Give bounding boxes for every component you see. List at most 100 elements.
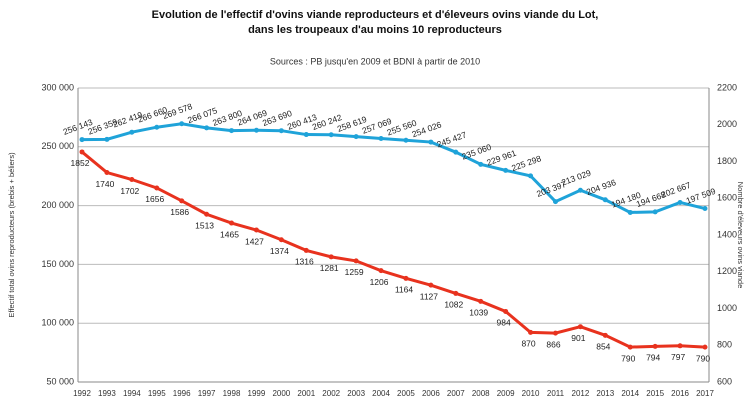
x-tick-label: 2003 xyxy=(347,389,365,398)
value-label: 790 xyxy=(696,353,710,363)
point xyxy=(328,132,334,138)
point xyxy=(602,197,608,203)
x-tick-label: 2004 xyxy=(372,389,390,398)
point xyxy=(79,149,85,155)
value-label: 870 xyxy=(521,339,535,349)
chart-subtitle: dans les troupeaux d'au moins 10 reprodu… xyxy=(248,24,502,36)
x-tick-label: 1993 xyxy=(98,389,116,398)
point xyxy=(104,136,110,142)
value-label: 1702 xyxy=(120,186,139,196)
value-label: 1427 xyxy=(245,236,264,246)
x-tick-label: 1996 xyxy=(173,389,191,398)
x-tick-label: 2014 xyxy=(621,389,639,398)
value-label: 1206 xyxy=(370,277,389,287)
point xyxy=(204,211,210,217)
point xyxy=(403,137,409,143)
x-tick-label: 2007 xyxy=(447,389,465,398)
value-label: 797 xyxy=(671,352,685,362)
y-tick-label: 200 000 xyxy=(41,200,74,210)
x-tick-label: 1997 xyxy=(198,389,216,398)
value-label: 213 029 xyxy=(560,168,593,188)
x-tick-label: 2010 xyxy=(522,389,540,398)
x-tick-label: 2017 xyxy=(696,389,714,398)
point xyxy=(353,134,359,140)
value-label: 854 xyxy=(596,342,610,352)
point xyxy=(154,124,160,130)
x-tick-label: 2001 xyxy=(297,389,315,398)
value-label: 866 xyxy=(546,339,560,349)
x-tick-label: 2015 xyxy=(646,389,664,398)
y2-axis-label: Nombre d'éleveurs ovins viande xyxy=(736,182,745,289)
value-label: 1656 xyxy=(145,194,164,204)
point xyxy=(253,127,259,133)
x-tick-label: 2006 xyxy=(422,389,440,398)
point xyxy=(577,187,583,193)
x-tick-label: 2013 xyxy=(596,389,614,398)
value-label: 1281 xyxy=(320,263,339,273)
y2-tick-label: 1000 xyxy=(717,303,737,313)
x-tick-label: 2000 xyxy=(272,389,290,398)
point xyxy=(229,220,235,226)
value-label: 1586 xyxy=(170,207,189,217)
point xyxy=(104,170,110,176)
value-label: 204 936 xyxy=(585,177,618,197)
x-tick-label: 2011 xyxy=(547,389,565,398)
chart-title: Evolution de l'effectif d'ovins viande r… xyxy=(152,9,599,21)
x-tick-label: 1994 xyxy=(123,389,141,398)
y-tick-label: 100 000 xyxy=(41,318,74,328)
value-label: 901 xyxy=(571,333,585,343)
value-label: 790 xyxy=(621,353,635,363)
point xyxy=(577,324,583,330)
value-label: 1316 xyxy=(295,257,314,267)
point xyxy=(303,247,309,253)
value-label: 1164 xyxy=(395,285,414,295)
point xyxy=(278,128,284,134)
point xyxy=(478,161,484,167)
value-label: 984 xyxy=(497,318,511,328)
point xyxy=(602,332,608,338)
x-tick-label: 1999 xyxy=(248,389,266,398)
point xyxy=(453,290,459,296)
value-label: 1852 xyxy=(71,158,90,168)
point xyxy=(154,185,160,191)
source: Sources : PB jusqu'en 2009 et BDNI à par… xyxy=(270,56,480,66)
y-tick-label: 150 000 xyxy=(41,259,74,269)
y2-tick-label: 1400 xyxy=(717,229,737,239)
y2-tick-label: 1600 xyxy=(717,193,737,203)
y2-tick-label: 1200 xyxy=(717,266,737,276)
point xyxy=(702,344,708,350)
value-label: 1039 xyxy=(469,308,488,318)
point xyxy=(428,139,434,145)
value-label: 1513 xyxy=(195,220,214,230)
x-tick-label: 2009 xyxy=(497,389,515,398)
value-label: 1465 xyxy=(220,229,239,239)
point xyxy=(677,199,683,205)
value-label: 794 xyxy=(646,353,660,363)
point xyxy=(552,199,558,205)
point xyxy=(652,209,658,215)
x-tick-label: 1992 xyxy=(73,389,91,398)
value-label: 1082 xyxy=(444,300,463,310)
point xyxy=(353,258,359,264)
point xyxy=(129,177,135,183)
point xyxy=(552,330,558,336)
x-tick-label: 2002 xyxy=(322,389,340,398)
point xyxy=(303,132,309,138)
y-axis-label: Effectif total ovins reproducteurs (breb… xyxy=(7,152,16,318)
point xyxy=(403,275,409,281)
point xyxy=(129,129,135,135)
point xyxy=(627,344,633,350)
series-line xyxy=(81,150,706,349)
y-tick-label: 50 000 xyxy=(46,376,74,386)
point xyxy=(204,125,210,131)
y2-tick-label: 600 xyxy=(717,376,732,386)
y2-tick-label: 2000 xyxy=(717,119,737,129)
y2-tick-label: 1800 xyxy=(717,156,737,166)
point xyxy=(528,173,534,179)
point xyxy=(253,227,259,233)
point xyxy=(652,343,658,349)
point xyxy=(503,167,509,173)
y2-tick-label: 800 xyxy=(717,340,732,350)
point xyxy=(278,237,284,243)
